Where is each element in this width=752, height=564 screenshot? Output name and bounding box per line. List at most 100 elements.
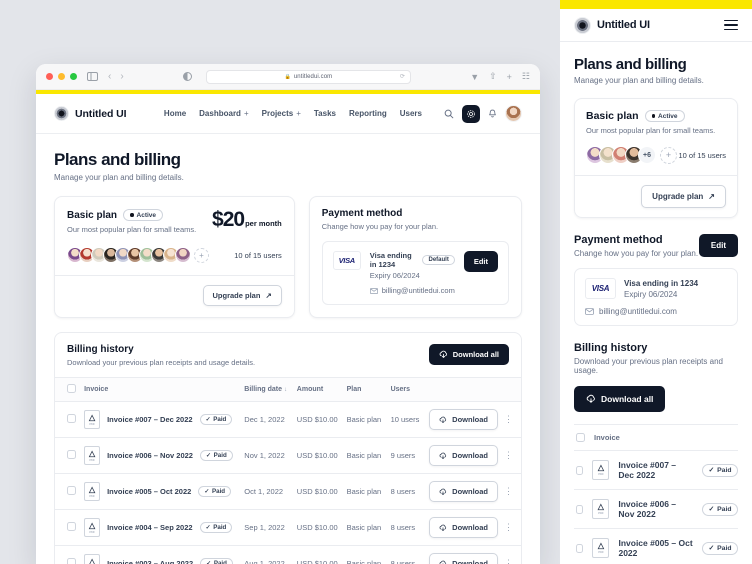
download-label: Download <box>452 487 488 496</box>
row-checkbox[interactable] <box>67 450 76 459</box>
download-all-label: Download all <box>452 350 499 359</box>
more-options-icon[interactable]: ⋮ <box>504 486 513 496</box>
check-icon: ✓ <box>205 524 211 531</box>
download-all-button[interactable]: Download all <box>428 344 509 365</box>
mobile-edit-payment-button[interactable]: Edit <box>698 234 738 257</box>
mobile-invoice-name: Invoice #007 – Dec 2022 <box>618 460 677 480</box>
paid-badge: ✓ Paid <box>199 450 233 461</box>
settings-gear-icon[interactable] <box>462 104 480 123</box>
row-checkbox[interactable] <box>67 414 76 423</box>
payment-card-header: Payment method Change how you pay for yo… <box>310 197 521 231</box>
url-input[interactable]: 🔒 untitledui.com ⟳ <box>205 69 411 84</box>
mobile-card-expiry: Expiry 06/2024 <box>624 289 678 299</box>
mobile-download-all-label: Download all <box>601 394 654 404</box>
download-invoice-button[interactable]: Download <box>429 517 498 538</box>
edit-payment-button[interactable]: Edit <box>463 251 498 272</box>
download-invoice-button[interactable]: Download <box>429 481 498 502</box>
more-options-icon[interactable]: ⋮ <box>504 414 513 424</box>
back-button[interactable]: ‹ <box>108 71 112 82</box>
tab-overview-icon[interactable]: ☷ <box>521 71 530 81</box>
invoice-table-head: Invoice Billing date ↓ Amount Plan Users <box>55 377 521 402</box>
minimize-window-button[interactable] <box>58 73 65 80</box>
mobile-page-title: Plans and billing <box>574 56 687 73</box>
column-users[interactable]: Users <box>386 377 426 402</box>
mail-icon <box>585 308 594 315</box>
nav-item-projects[interactable]: Projects + <box>262 109 301 118</box>
row-select-cell <box>55 545 81 564</box>
mobile-row-checkbox[interactable] <box>576 543 584 553</box>
mobile-add-member-button[interactable]: + <box>660 146 677 164</box>
column-amount[interactable]: Amount <box>292 377 343 402</box>
table-row[interactable]: △ PDF Invoice #004 – Sep 2022 ✓ Paid Sep 1… <box>55 509 521 546</box>
download-invoice-button[interactable]: Download <box>429 409 498 430</box>
column-invoice[interactable]: Invoice <box>80 377 241 402</box>
row-checkbox[interactable] <box>67 558 76 564</box>
row-actions-cell: Download ⋮ <box>425 437 521 474</box>
row-checkbox[interactable] <box>67 522 76 531</box>
select-all-checkbox[interactable] <box>67 384 76 393</box>
table-row[interactable]: △ PDF Invoice #006 – Nov 2022 ✓ Paid Nov 1… <box>55 437 521 474</box>
download-invoice-button[interactable]: Download <box>429 553 498 564</box>
bell-icon[interactable] <box>488 109 497 119</box>
nav-item-home[interactable]: Home <box>164 109 186 118</box>
nav-item-users[interactable]: Users <box>400 109 422 118</box>
downloads-icon[interactable]: ▼ <box>470 71 480 82</box>
nav-item-reporting[interactable]: Reporting <box>349 109 387 118</box>
reload-icon[interactable]: ⟳ <box>399 74 405 80</box>
reader-contrast-icon[interactable] <box>182 72 192 81</box>
add-member-button[interactable]: + <box>194 247 209 263</box>
hamburger-menu-icon[interactable] <box>724 19 738 31</box>
more-options-icon[interactable]: ⋮ <box>504 558 513 564</box>
column-plan[interactable]: Plan <box>342 377 387 402</box>
table-row[interactable]: △PDF Invoice #003 – Aug 2022 ✓Paid Aug 1… <box>55 545 521 564</box>
upgrade-plan-button[interactable]: Upgrade plan ↗ <box>202 285 282 306</box>
mobile-row-checkbox[interactable] <box>576 504 584 514</box>
amount-cell: USD $10.00 <box>292 509 343 546</box>
column-label: Billing date <box>244 386 283 393</box>
billing-history-card: Billing history Download your previous p… <box>54 332 522 564</box>
plan-cell: Basic plan <box>342 509 387 546</box>
search-icon[interactable] <box>444 109 454 119</box>
sidebar-toggle-icon[interactable] <box>87 72 98 81</box>
close-window-button[interactable] <box>46 73 53 80</box>
row-checkbox[interactable] <box>67 486 76 495</box>
paid-badge: ✓ Paid <box>701 502 738 516</box>
card-title-row: Visa ending in 1234 Default <box>370 251 455 269</box>
table-row[interactable]: △ PDF Invoice #007 – Dec 2022 ✓ Paid Dec 1… <box>55 401 521 438</box>
mobile-row-checkbox[interactable] <box>576 465 584 475</box>
avatar-overflow-count[interactable]: +6 <box>638 146 656 164</box>
paid-badge: ✓ Paid <box>701 541 738 555</box>
row-select-cell <box>55 437 81 474</box>
list-item[interactable]: △ PDF Invoice #006 – Nov 2022 ✓ Paid <box>574 489 738 528</box>
mobile-brand-logo[interactable]: Untitled UI <box>574 16 650 34</box>
nav-item-tasks[interactable]: Tasks <box>314 109 336 118</box>
download-invoice-button[interactable]: Download <box>429 445 498 466</box>
avatar[interactable] <box>505 105 522 122</box>
browser-navigation-arrows[interactable]: ‹ › <box>108 71 124 82</box>
card-expiry: Expiry 06/2024 <box>369 271 420 280</box>
brand-logo[interactable]: Untitled UI <box>54 106 127 121</box>
nav-label: Reporting <box>348 109 387 118</box>
more-options-icon[interactable]: ⋮ <box>504 522 513 532</box>
share-icon[interactable]: ⇧ <box>489 71 497 81</box>
window-traffic-lights[interactable] <box>46 73 77 80</box>
check-icon: ✓ <box>708 506 715 513</box>
table-header-row: Invoice Billing date ↓ Amount Plan Users <box>55 377 521 402</box>
mobile-select-all-checkbox[interactable] <box>576 433 585 442</box>
column-billing-date[interactable]: Billing date ↓ <box>240 377 293 402</box>
mobile-download-all-button[interactable]: Download all <box>574 386 666 412</box>
nav-item-dashboard[interactable]: Dashboard + <box>199 109 248 118</box>
mobile-upgrade-plan-button[interactable]: Upgrade plan ↗ <box>641 185 726 208</box>
table-row[interactable]: △ PDF Invoice #005 – Oct 2022 ✓ Paid Oct 1… <box>55 473 521 510</box>
zoom-window-button[interactable] <box>70 73 77 80</box>
nav-links: Home Dashboard + Projects + Tasks Reportin… <box>164 109 422 118</box>
mobile-page-subtitle: Manage your plan and billing details. <box>574 76 704 85</box>
avatar[interactable] <box>175 247 191 263</box>
forward-button[interactable]: › <box>120 71 124 82</box>
list-item[interactable]: △ PDF Invoice #007 – Dec 2022 ✓ Paid <box>574 450 738 489</box>
invoice-cell: △ PDF Invoice #007 – Dec 2022 ✓ Paid <box>80 401 241 438</box>
new-tab-icon[interactable]: + <box>506 71 512 82</box>
list-item[interactable]: △ PDF Invoice #005 – Oct 2022 ✓ Paid <box>574 528 738 564</box>
more-options-icon[interactable]: ⋮ <box>504 450 513 460</box>
page-subtitle: Manage your plan and billing details. <box>54 173 184 182</box>
